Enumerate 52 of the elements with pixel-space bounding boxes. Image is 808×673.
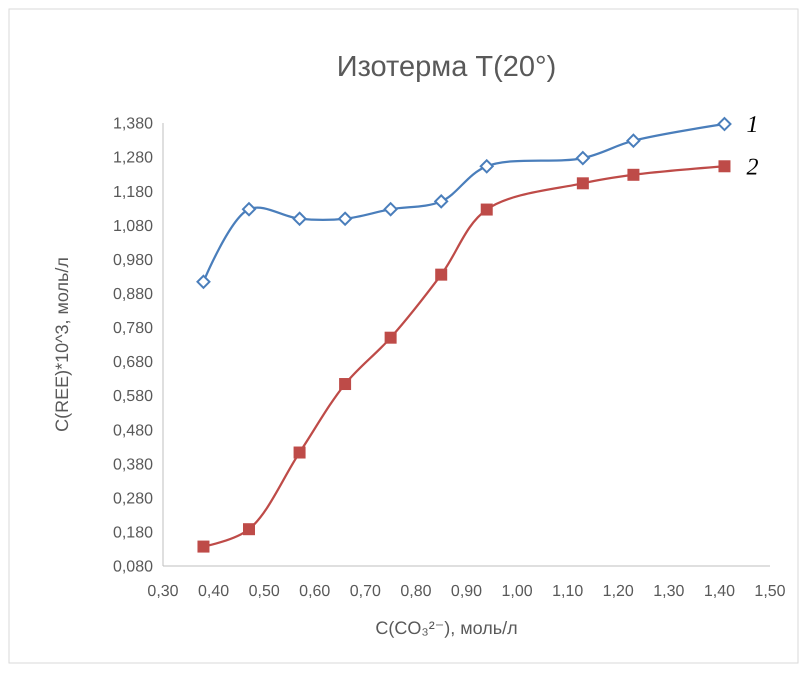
x-tick-label: 0,30 [147, 583, 179, 600]
point [576, 151, 590, 166]
point [242, 202, 256, 216]
point [384, 202, 398, 216]
point [576, 177, 589, 190]
point [384, 332, 397, 344]
x-tick-label: 0,70 [350, 583, 382, 600]
y-tick-label: 1,280 [112, 150, 154, 167]
y-tick-label: 1,080 [112, 218, 154, 235]
point [480, 204, 493, 216]
series-label: 1 [746, 112, 758, 138]
x-tick-label: 1,40 [704, 583, 736, 600]
point [435, 268, 448, 281]
x-tick-label: 0,60 [299, 583, 330, 600]
y-tick-label: 0,780 [112, 320, 154, 338]
point [292, 212, 307, 226]
y-tick-label: 0,680 [112, 354, 154, 372]
y-tick-label: 0,480 [112, 422, 154, 440]
x-tick-label: 1,20 [602, 583, 634, 600]
point [294, 446, 306, 459]
y-tick-label: 0,180 [112, 524, 154, 542]
x-tick-label: 0,90 [450, 583, 482, 600]
point [627, 168, 640, 181]
point [196, 274, 210, 289]
x-tick-label: 0,50 [248, 583, 280, 600]
y-tick-label: 0,880 [112, 286, 154, 303]
y-tick-label: 0,080 [112, 558, 154, 576]
y-tick-label: 0,980 [112, 252, 154, 269]
y-axis-title: C(REE)*10^3, моль/л [52, 257, 72, 432]
y-tick-label: 0,580 [112, 388, 154, 406]
x-tick-label: 1,50 [754, 583, 786, 600]
point [197, 540, 210, 553]
point [339, 378, 352, 390]
point [718, 160, 730, 172]
point [434, 194, 448, 208]
y-tick-label: 0,380 [112, 456, 154, 474]
y-tick-label: 0,280 [112, 490, 154, 508]
x-tick-label: 1,30 [653, 583, 685, 600]
x-axis-title: C(CO₃²⁻), моль/л [375, 618, 518, 638]
x-tick-label: 1,10 [552, 583, 584, 600]
y-tick-label: 1,180 [112, 184, 154, 201]
x-tick-label: 0,80 [400, 583, 432, 600]
point [717, 117, 732, 132]
series-label: 2 [746, 154, 758, 180]
x-tick-label: 0,40 [198, 583, 230, 600]
x-tick-label: 1,00 [502, 583, 533, 600]
point [480, 159, 494, 174]
chart-title: Изотерма T(20°) [336, 51, 556, 83]
point [242, 523, 255, 536]
point [626, 134, 640, 148]
y-tick-label: 1,380 [112, 116, 154, 133]
point [338, 212, 352, 226]
